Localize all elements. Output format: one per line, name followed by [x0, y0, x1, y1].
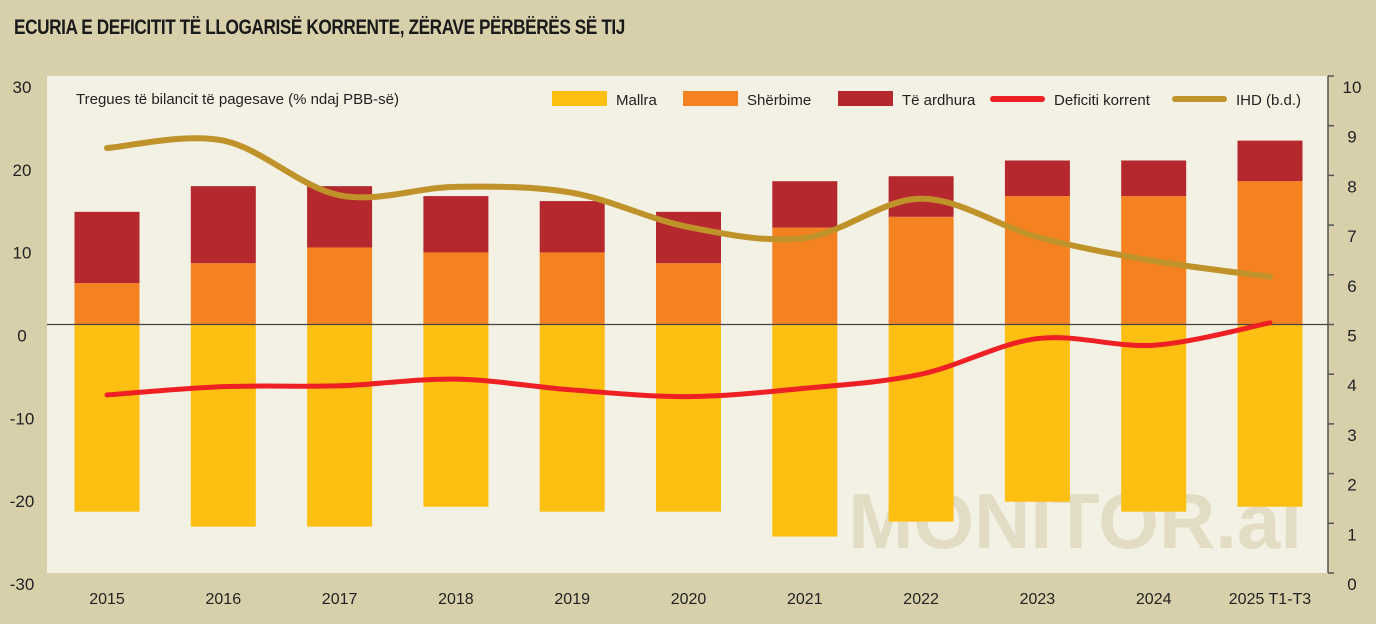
bar-te-ardhura: [1237, 140, 1303, 182]
x-axis-tick-label: 2021: [787, 591, 823, 608]
bar-mallra: [539, 324, 605, 512]
right-axis-tick-label: 10: [1343, 78, 1362, 97]
bar-te-ardhura: [772, 181, 838, 228]
bar-te-ardhura: [423, 196, 489, 253]
bar-te-ardhura: [1004, 160, 1070, 197]
bar-sherbime: [1237, 181, 1303, 325]
bar-sherbime: [656, 263, 721, 325]
bar-sherbime: [190, 263, 256, 325]
legend-swatch: [838, 91, 893, 106]
bar-mallra: [772, 324, 838, 537]
right-axis-tick-label: 1: [1347, 525, 1356, 544]
legend-label: Deficiti korrent: [1054, 92, 1151, 109]
bar-mallra: [190, 324, 256, 527]
legend-swatch: [552, 91, 607, 106]
bar-sherbime: [423, 252, 489, 325]
x-axis-tick-label: 2018: [438, 591, 474, 608]
right-axis-tick-label: 6: [1347, 277, 1356, 296]
x-axis-tick-label: 2017: [322, 591, 358, 608]
x-axis-tick-label: 2016: [206, 591, 242, 608]
right-axis-tick-label: 5: [1347, 327, 1356, 346]
line-ihd: [104, 135, 1273, 280]
bar-mallra: [1121, 324, 1187, 512]
x-axis-tick-label: 2024: [1136, 591, 1172, 608]
x-axis-tick-label: 2022: [903, 591, 939, 608]
bar-mallra: [656, 324, 721, 512]
bar-te-ardhura: [539, 201, 605, 253]
x-axis-tick-label: 2025 T1-T3: [1229, 591, 1312, 608]
right-axis-tick-label: 8: [1347, 177, 1356, 196]
right-axis-tick-label: 9: [1347, 128, 1356, 147]
left-axis-tick-label: -10: [10, 409, 35, 428]
left-axis-tick-label: 20: [13, 161, 32, 180]
bar-te-ardhura: [1121, 160, 1187, 197]
bar-mallra: [888, 324, 954, 522]
legend-label: Shërbime: [747, 92, 811, 109]
right-axis-tick-label: 3: [1347, 426, 1356, 445]
legend-label: IHD (b.d.): [1236, 92, 1301, 109]
left-axis-tick-label: 30: [13, 78, 32, 97]
legend-label: Të ardhura: [902, 92, 976, 109]
left-axis-tick-label: 10: [13, 244, 32, 263]
legend-label: Mallra: [616, 92, 657, 109]
x-axis-tick-label: 2019: [554, 591, 590, 608]
right-axis-tick-label: 7: [1347, 227, 1356, 246]
bar-sherbime: [539, 252, 605, 325]
x-axis-tick-label: 2015: [89, 591, 125, 608]
right-axis-tick-label: 4: [1347, 376, 1356, 395]
right-axis-tick-label: 2: [1347, 476, 1356, 495]
bar-sherbime: [888, 216, 954, 325]
bar-mallra: [423, 324, 489, 507]
bar-mallra: [1004, 324, 1070, 502]
chart-title: ECURIA E DEFICITIT TË LLOGARISË KORRENTE…: [14, 16, 625, 39]
bar-mallra: [1237, 324, 1303, 507]
bar-sherbime: [772, 227, 838, 325]
bar-te-ardhura: [190, 186, 256, 264]
x-axis-tick-label: 2020: [671, 591, 707, 608]
left-axis-tick-label: 0: [17, 327, 26, 346]
bar-te-ardhura: [74, 211, 140, 284]
line-deficiti-korrent: [104, 320, 1273, 400]
x-axis-tick-label: 2023: [1020, 591, 1056, 608]
bar-mallra: [74, 324, 140, 512]
bar-sherbime: [74, 283, 140, 325]
left-axis-tick-label: -20: [10, 492, 35, 511]
bar-mallra: [307, 324, 373, 527]
legend-swatch: [683, 91, 738, 106]
bar-sherbime: [307, 247, 373, 325]
left-axis-tick-label: -30: [10, 575, 35, 594]
chart-subtitle: Tregues të bilancit të pagesave (% ndaj …: [76, 91, 399, 108]
right-axis-tick-label: 0: [1347, 575, 1356, 594]
bar-sherbime: [1004, 196, 1070, 325]
